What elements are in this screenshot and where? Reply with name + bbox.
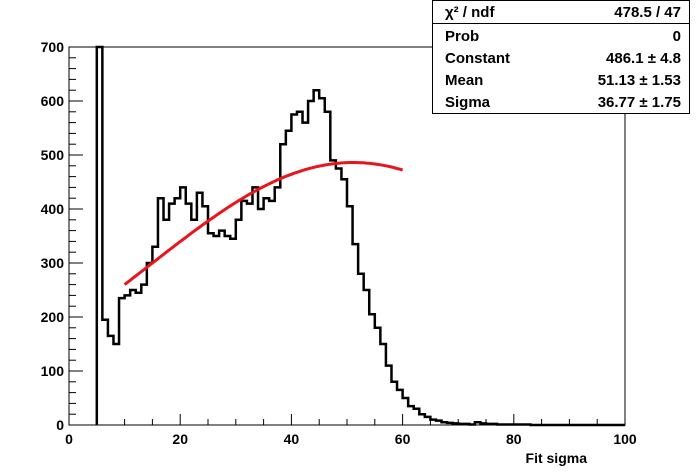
stat-value-prob: 0: [672, 28, 681, 45]
stat-value-mean: 51.13 ± 1.53: [597, 72, 681, 89]
y-tick-label: 100: [41, 363, 65, 379]
stat-label-prob: Prob: [445, 28, 480, 45]
x-tick-label: 40: [284, 431, 300, 447]
histogram-line: [95, 45, 625, 427]
y-tick-label: 400: [41, 201, 65, 217]
y-tick-label: 300: [41, 255, 65, 271]
stat-value-chi2: 478.5 / 47: [614, 4, 681, 21]
stat-label-constant: Constant: [445, 50, 510, 67]
y-tick-label: 700: [41, 39, 65, 55]
stat-row-constant: Constant 486.1 ± 4.8: [433, 48, 689, 69]
y-axis: 0 100 200 300 400 500 600 700: [41, 39, 83, 433]
y-tick-label: 500: [41, 147, 65, 163]
x-tick-label: 100: [613, 431, 637, 447]
stat-label-sigma: Sigma: [445, 94, 491, 111]
x-tick-label: 20: [172, 431, 188, 447]
y-tick-label: 0: [56, 417, 64, 433]
x-axis-title: Fit sigma: [526, 450, 588, 466]
gaussian-fit-curve: [123, 161, 404, 286]
stats-box: χ² / ndf 478.5 / 47 Prob 0 Constant 486.…: [432, 0, 690, 114]
x-tick-label: 80: [506, 431, 522, 447]
stat-row-sigma: Sigma 36.77 ± 1.75: [433, 92, 689, 113]
x-tick-label: 60: [395, 431, 411, 447]
stats-separator: [433, 23, 689, 24]
stat-row-prob: Prob 0: [433, 26, 689, 47]
stat-label-chi2: χ² / ndf: [445, 4, 495, 21]
stat-row-chi2: χ² / ndf 478.5 / 47: [433, 2, 689, 23]
stat-label-mean: Mean: [445, 72, 484, 89]
y-tick-label: 600: [41, 93, 65, 109]
stat-value-constant: 486.1 ± 4.8: [606, 50, 681, 67]
x-axis: 0 20 40 60 80 100: [65, 414, 637, 447]
stat-value-sigma: 36.77 ± 1.75: [597, 94, 681, 111]
x-tick-label: 0: [65, 431, 73, 447]
y-tick-label: 200: [41, 309, 65, 325]
stat-row-mean: Mean 51.13 ± 1.53: [433, 70, 689, 91]
